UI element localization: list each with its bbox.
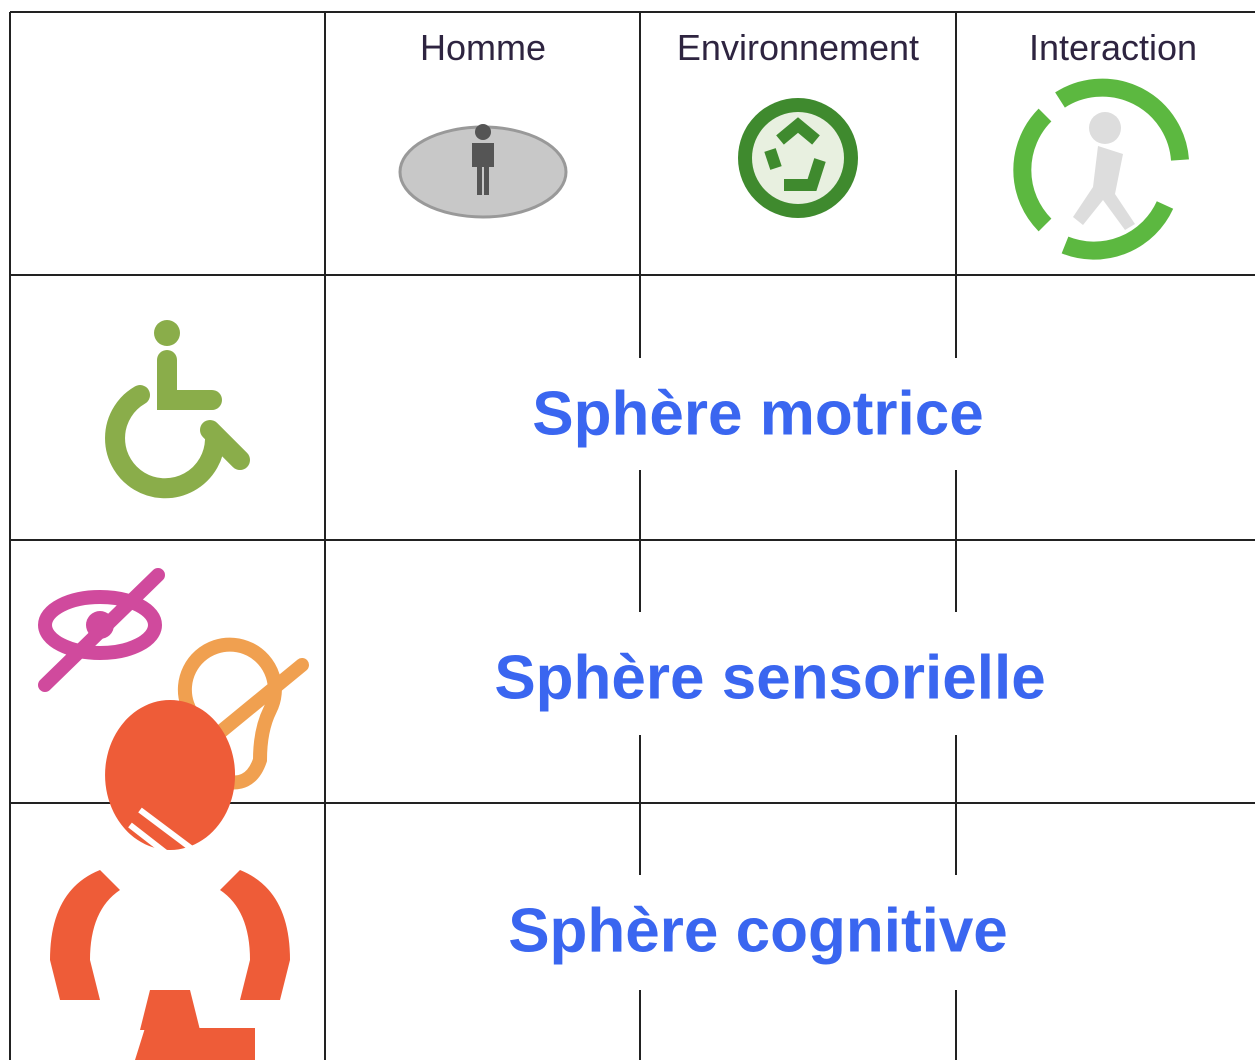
table-grid [9, 11, 1255, 1060]
sphere-label: Sphère cognitive [508, 896, 1008, 965]
sensory-icon [38, 568, 309, 790]
environnement-icon [738, 98, 858, 218]
interaction-icon [1013, 78, 1189, 260]
cognitive-icon [50, 700, 290, 1060]
wheelchair-icon [105, 320, 250, 499]
header-label: Homme [420, 27, 546, 68]
sphere-label: Sphère sensorielle [494, 643, 1045, 712]
header-label: Interaction [1029, 27, 1197, 68]
sphere-label: Sphère motrice [532, 379, 983, 448]
header-label: Environnement [677, 27, 919, 68]
homme-icon [398, 124, 568, 219]
